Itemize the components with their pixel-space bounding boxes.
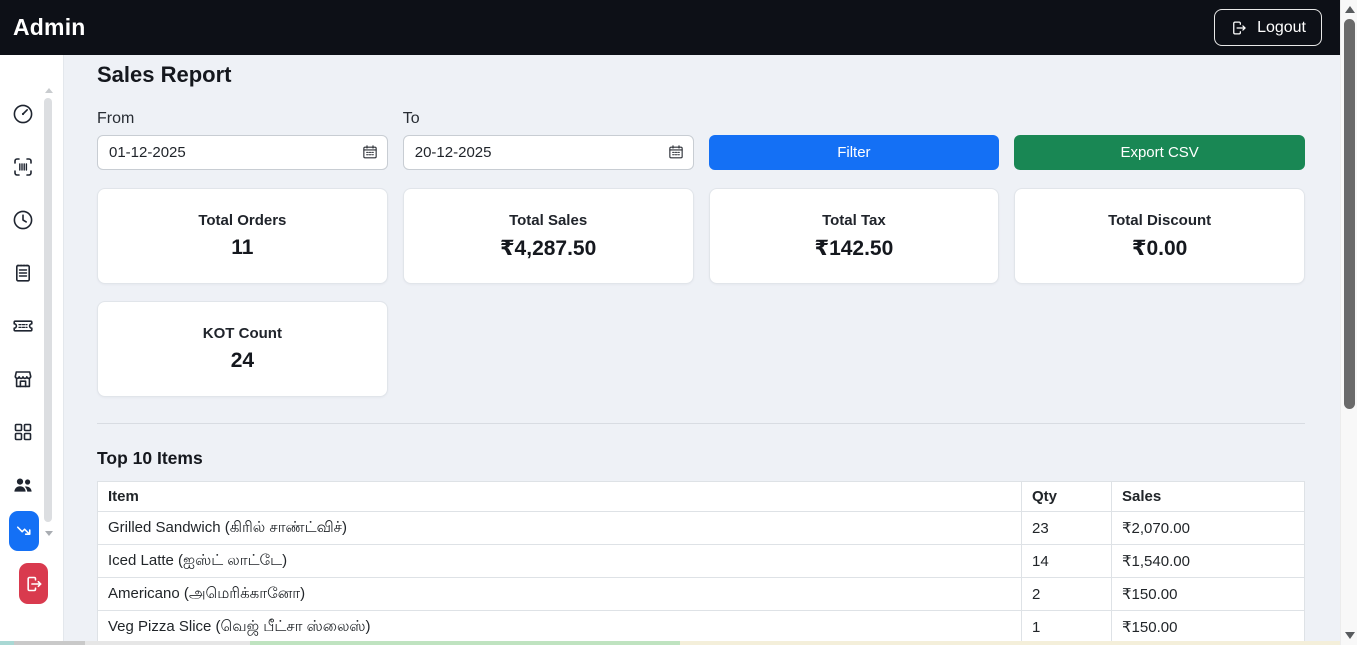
sidebar-scrollbar-thumb[interactable] <box>44 98 52 522</box>
bottom-edge-strip <box>0 641 1340 645</box>
table-cell: Iced Latte (ஐஸ்ட் லாட்டே) <box>97 544 1022 578</box>
logout-button[interactable]: Logout <box>1214 9 1322 46</box>
bottom-strip-segment <box>85 641 250 645</box>
stats-grid: Total Orders 11 Total Sales ₹4,287.50 Total … <box>97 188 1305 397</box>
logout-icon <box>1230 19 1248 37</box>
stat-value: ₹0.00 <box>1131 236 1188 260</box>
sidebar-item-logout[interactable] <box>19 563 48 604</box>
export-csv-button[interactable]: Export CSV <box>1014 135 1305 170</box>
store-icon <box>11 367 35 391</box>
table-row: Iced Latte (ஐஸ்ட் லாட்டே) 14 ₹1,540.00 <box>97 544 1305 578</box>
column-header-sales: Sales <box>1111 481 1305 512</box>
table-cell: Americano (அமெரிக்கானோ) <box>97 577 1022 611</box>
calendar-icon[interactable] <box>361 143 379 161</box>
from-date-input[interactable] <box>97 135 388 170</box>
receipt-icon <box>11 261 35 285</box>
top-bar: Admin Logout <box>0 0 1340 55</box>
table-cell: 23 <box>1021 511 1112 545</box>
table-cell: ₹1,540.00 <box>1111 544 1305 578</box>
scroll-down-arrow[interactable] <box>1345 632 1355 639</box>
sidebar-item-customers[interactable] <box>11 473 35 497</box>
sidebar-scroll-down-arrow[interactable] <box>45 531 53 536</box>
table-cell: 1 <box>1021 610 1112 644</box>
sidebar-scrollbar[interactable] <box>44 88 53 536</box>
gauge-icon <box>11 102 35 126</box>
table-cell: 14 <box>1021 544 1112 578</box>
table-row: Veg Pizza Slice (வெஜ் பீட்சா ஸ்லைஸ்) 1 ₹15… <box>97 610 1305 644</box>
sidebar-scroll-up-arrow[interactable] <box>45 88 53 93</box>
table-cell: ₹2,070.00 <box>1111 511 1305 545</box>
stat-label: Total Sales <box>509 211 588 229</box>
table-header-row: Item Qty Sales <box>97 481 1305 512</box>
section-divider <box>97 423 1305 424</box>
sidebar-item-dashboard[interactable] <box>11 102 35 126</box>
bottom-strip-segment <box>250 641 680 645</box>
app-title: Admin <box>13 14 86 40</box>
sidebar-item-orders[interactable] <box>11 261 35 285</box>
stat-value: 11 <box>231 236 254 259</box>
stat-card: Total Orders 11 <box>97 188 388 284</box>
stat-label: KOT Count <box>202 325 282 342</box>
scroll-up-arrow[interactable] <box>1345 6 1355 13</box>
grid-icon <box>11 420 35 444</box>
stat-card: KOT Count 24 <box>97 301 388 397</box>
stat-label: Total Tax <box>822 211 886 229</box>
calendar-icon[interactable] <box>667 143 685 161</box>
table-cell: Veg Pizza Slice (வெஜ் பீட்சா ஸ்லைஸ்) <box>97 610 1022 644</box>
bottom-strip-segment <box>0 641 14 645</box>
users-icon <box>11 473 35 497</box>
column-header-item: Item <box>97 481 1022 512</box>
clock-icon <box>11 208 35 232</box>
page-title: Sales Report <box>97 62 232 87</box>
stat-card: Total Sales ₹4,287.50 <box>402 188 694 284</box>
sidebar-item-menu[interactable] <box>11 420 35 444</box>
main-scrollbar-thumb[interactable] <box>1344 19 1355 409</box>
top-items-table: Item Qty Sales Grilled Sandwich (கிரில் சா… <box>97 481 1305 644</box>
table-cell: ₹150.00 <box>1111 577 1305 611</box>
column-header-qty: Qty <box>1021 481 1112 512</box>
ticket-icon <box>11 314 35 338</box>
to-date-field: To <box>402 110 694 170</box>
bottom-strip-segment <box>14 641 85 645</box>
sidebar-nav <box>0 55 64 645</box>
stat-label: Total Discount <box>1108 211 1212 229</box>
sidebar-item-store[interactable] <box>11 367 35 391</box>
stat-value: ₹142.50 <box>814 236 894 260</box>
sidebar-item-history[interactable] <box>11 208 35 232</box>
from-label: From <box>97 110 135 127</box>
table-cell: 2 <box>1021 577 1112 611</box>
top-items-title: Top 10 Items <box>97 448 203 468</box>
filter-button[interactable]: Filter <box>708 135 1000 170</box>
table-cell: Grilled Sandwich (கிரில் சாண்ட்விச்) <box>97 511 1022 545</box>
stat-label: Total Orders <box>198 212 287 229</box>
logout-button-label: Logout <box>1257 18 1306 36</box>
sidebar-item-barcode[interactable] <box>11 155 35 179</box>
stat-value: ₹4,287.50 <box>499 236 597 260</box>
stat-card: Total Tax ₹142.50 <box>708 188 1000 284</box>
main-scrollbar[interactable] <box>1340 0 1357 645</box>
filter-row: From To Filter Export CSV <box>97 110 1305 170</box>
sidebar-item-sales-report[interactable] <box>9 511 39 551</box>
stat-value: 24 <box>230 349 255 372</box>
table-row: Americano (அமெரிக்கானோ) 2 ₹150.00 <box>97 577 1305 611</box>
main-content: Sales Report From To Filter Export CSV T… <box>64 55 1340 645</box>
to-date-input[interactable] <box>402 135 694 170</box>
barcode-scan-icon <box>11 155 35 179</box>
table-row: Grilled Sandwich (கிரில் சாண்ட்விச்) 23 ₹2… <box>97 511 1305 545</box>
table-cell: ₹150.00 <box>1111 610 1305 644</box>
from-date-field: From <box>97 110 388 170</box>
stat-card: Total Discount ₹0.00 <box>1014 188 1305 284</box>
to-label: To <box>402 110 420 127</box>
trend-arrow-icon <box>14 521 34 541</box>
sidebar-item-tickets[interactable] <box>11 314 35 338</box>
bottom-strip-segment <box>680 641 1340 645</box>
exit-icon <box>24 574 44 594</box>
